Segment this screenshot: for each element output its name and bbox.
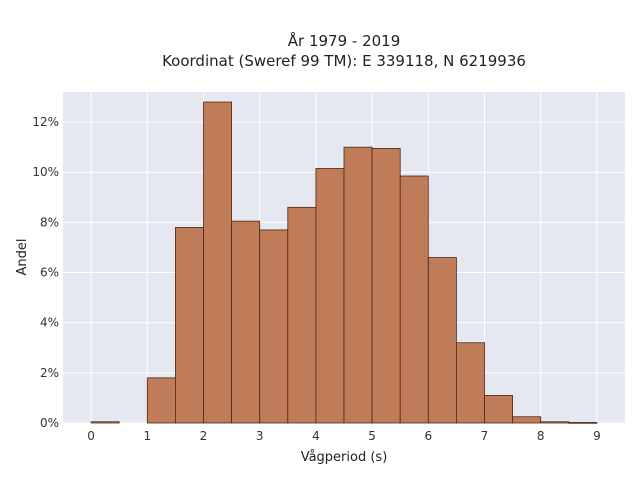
histogram-bar [512, 416, 542, 424]
x-tick-label: 8 [537, 429, 545, 443]
histogram-bar [455, 342, 485, 424]
y-tick-label: 2% [40, 366, 59, 380]
chart-title-line-1: År 1979 - 2019 [288, 31, 401, 50]
histogram-bar [287, 206, 317, 424]
y-tick-label: 8% [40, 215, 59, 229]
x-tick-label: 4 [312, 429, 320, 443]
x-tick-label: 2 [200, 429, 208, 443]
histogram-bar [146, 377, 176, 424]
x-tick-label: 6 [424, 429, 432, 443]
y-tick-label: 0% [40, 416, 59, 430]
x-tick-label: 5 [368, 429, 376, 443]
histogram-bar [540, 421, 570, 424]
histogram-bar [484, 395, 514, 424]
x-tick-label: 7 [481, 429, 489, 443]
x-tick-label: 3 [256, 429, 264, 443]
chart-title-line-2: Koordinat (Sweref 99 TM): E 339118, N 62… [162, 52, 526, 70]
y-tick-label: 10% [32, 165, 59, 179]
histogram-bar [315, 168, 345, 424]
histogram-bar [259, 229, 289, 424]
x-tick-label: 9 [593, 429, 601, 443]
histogram-bars [90, 101, 598, 424]
histogram-bar [174, 227, 204, 424]
histogram-bar [231, 220, 261, 424]
histogram-bar [203, 101, 233, 424]
y-axis-label: Andel [15, 239, 30, 276]
x-tick-label: 1 [143, 429, 151, 443]
histogram-bar [371, 148, 401, 424]
y-axis-ticks: 0% 2% 4% 6% 8% 10% 12% [32, 115, 59, 430]
histogram-bar [90, 421, 120, 424]
histogram-bar [427, 257, 457, 424]
histogram-bar [399, 175, 429, 424]
x-axis-label: Vågperiod (s) [301, 450, 388, 465]
y-tick-label: 12% [32, 115, 59, 129]
y-tick-label: 6% [40, 266, 59, 280]
histogram-bar [343, 146, 373, 424]
y-tick-label: 4% [40, 316, 59, 330]
histogram-bar [568, 422, 598, 424]
x-tick-label: 0 [87, 429, 95, 443]
x-axis-ticks: 0 1 2 3 4 5 6 7 8 9 [87, 429, 600, 443]
